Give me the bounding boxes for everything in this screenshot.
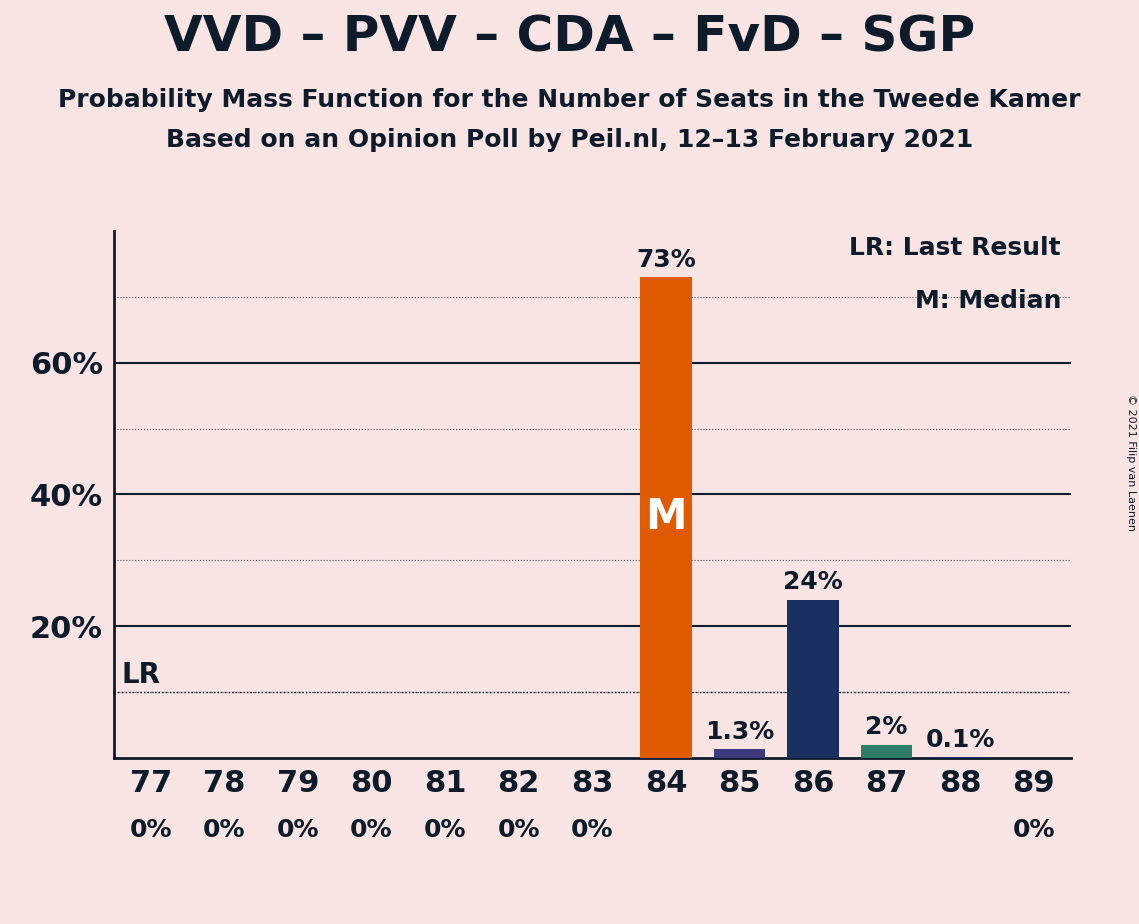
Bar <box>640 277 691 758</box>
Text: 0%: 0% <box>350 818 393 842</box>
Bar <box>787 600 838 758</box>
Text: 73%: 73% <box>636 248 696 272</box>
Text: 2%: 2% <box>866 715 908 739</box>
Text: M: M <box>645 496 687 539</box>
Text: 0%: 0% <box>203 818 246 842</box>
Text: 0.1%: 0.1% <box>926 728 995 752</box>
Text: LR: LR <box>121 661 161 688</box>
Text: 0%: 0% <box>130 818 172 842</box>
Text: 0%: 0% <box>571 818 614 842</box>
Text: 0%: 0% <box>1013 818 1055 842</box>
Bar <box>861 745 912 758</box>
Text: 0%: 0% <box>498 818 540 842</box>
Text: 0%: 0% <box>424 818 466 842</box>
Text: LR: Last Result: LR: Last Result <box>850 237 1062 261</box>
Text: 1.3%: 1.3% <box>705 720 775 744</box>
Bar <box>714 749 765 758</box>
Text: VVD – PVV – CDA – FvD – SGP: VVD – PVV – CDA – FvD – SGP <box>164 14 975 62</box>
Text: 24%: 24% <box>784 570 843 594</box>
Text: M: Median: M: Median <box>915 289 1062 313</box>
Text: Based on an Opinion Poll by Peil.nl, 12–13 February 2021: Based on an Opinion Poll by Peil.nl, 12–… <box>166 128 973 152</box>
Text: Probability Mass Function for the Number of Seats in the Tweede Kamer: Probability Mass Function for the Number… <box>58 88 1081 112</box>
Text: © 2021 Filip van Laenen: © 2021 Filip van Laenen <box>1126 394 1136 530</box>
Text: 0%: 0% <box>277 818 319 842</box>
